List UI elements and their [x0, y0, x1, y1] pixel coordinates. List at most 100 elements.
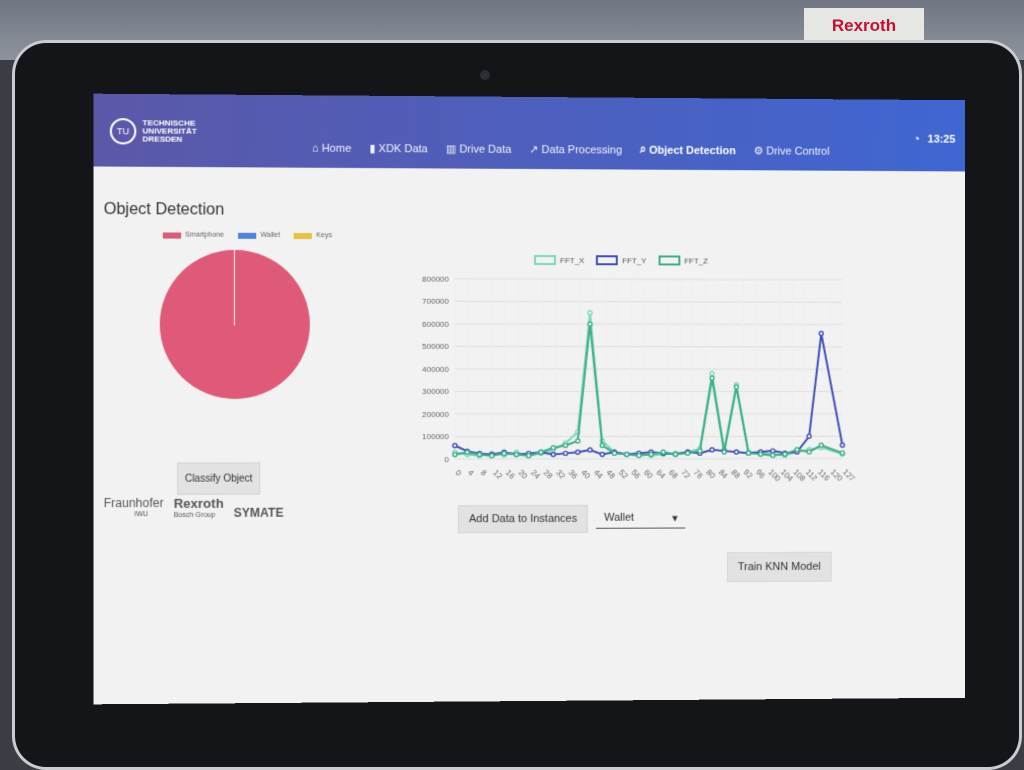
legend-item-fft-z[interactable]: FFT_Z	[658, 255, 708, 265]
nav-item-data-processing[interactable]: ↗ Data Processing	[529, 143, 622, 157]
y-tick-label: 200000	[422, 410, 449, 419]
y-tick-label: 300000	[422, 388, 449, 397]
x-tick-label: 12	[491, 468, 504, 481]
nav-item-drive-control[interactable]: ⚙Drive Control	[754, 144, 830, 157]
x-tick-label: 24	[529, 468, 542, 481]
legend-item-wallet[interactable]: Wallet	[238, 232, 280, 239]
data-point[interactable]	[588, 311, 592, 315]
data-point[interactable]	[771, 449, 775, 453]
x-tick-label: 84	[717, 468, 730, 481]
data-point[interactable]	[453, 444, 457, 448]
legend-item-smartphone[interactable]: Smartphone	[163, 231, 224, 238]
data-point[interactable]	[840, 451, 844, 455]
data-point[interactable]	[819, 443, 823, 447]
data-point[interactable]	[759, 452, 763, 456]
data-point[interactable]	[710, 372, 714, 376]
data-point[interactable]	[734, 450, 738, 454]
x-tick-label: 28	[542, 468, 555, 481]
data-point[interactable]	[710, 376, 714, 380]
data-point[interactable]	[710, 448, 714, 452]
y-tick-label: 100000	[422, 433, 449, 442]
object-select[interactable]: Wallet▾	[596, 509, 685, 529]
x-tick-label: 104	[779, 468, 795, 484]
classify-object-button[interactable]: Classify Object	[177, 462, 260, 494]
data-point[interactable]	[588, 322, 592, 326]
data-point[interactable]	[502, 451, 506, 455]
data-point[interactable]	[625, 452, 629, 456]
x-tick-label: 44	[592, 468, 605, 481]
data-point[interactable]	[612, 451, 616, 455]
data-point[interactable]	[661, 450, 665, 454]
data-point[interactable]	[686, 451, 690, 455]
data-point[interactable]	[551, 446, 555, 450]
status-bar: ◔ 13:25	[913, 134, 955, 146]
data-point[interactable]	[490, 454, 494, 458]
fraunhofer-logo: FraunhoferIWU	[104, 498, 164, 520]
university-logo-icon: TU	[110, 118, 137, 144]
data-point[interactable]	[539, 450, 543, 454]
nav-menu: ⌂Home ▮ XDK Data ▥Drive Data ↗ Data Proces…	[312, 142, 830, 158]
data-point[interactable]	[564, 443, 568, 447]
nav-label: Data Processing	[542, 144, 622, 156]
y-tick-label: 700000	[422, 297, 449, 306]
nav-item-drive-data[interactable]: ▥Drive Data	[446, 142, 512, 155]
instance-controls: Add Data to Instances Wallet▾	[458, 505, 686, 534]
nav-label: Home	[322, 142, 352, 154]
nav-label: XDK Data	[379, 143, 428, 155]
line-chart-icon: ↗	[529, 143, 538, 156]
data-point[interactable]	[771, 453, 775, 457]
device-icon: ▮	[369, 142, 375, 155]
x-tick-label: 20	[516, 468, 529, 481]
data-point[interactable]	[600, 452, 604, 456]
x-tick-label: 68	[667, 468, 680, 481]
data-point[interactable]	[453, 453, 457, 457]
data-point[interactable]	[576, 439, 580, 443]
data-point[interactable]	[527, 454, 531, 458]
data-point[interactable]	[722, 450, 726, 454]
data-point[interactable]	[819, 331, 823, 335]
x-tick-label: 80	[704, 468, 717, 481]
nav-item-object-detection[interactable]: ⌕Object Detection	[640, 144, 736, 158]
x-tick-label: 72	[679, 468, 692, 481]
series-line-fft-x	[455, 313, 843, 456]
data-point[interactable]	[478, 453, 482, 457]
data-point[interactable]	[698, 449, 702, 453]
data-point[interactable]	[807, 434, 811, 438]
home-icon: ⌂	[312, 142, 319, 154]
data-point[interactable]	[551, 452, 555, 456]
data-point[interactable]	[783, 452, 787, 456]
data-point[interactable]	[637, 453, 641, 457]
gear-icon: ⚙	[754, 144, 764, 157]
y-gridline	[455, 459, 843, 460]
data-point[interactable]	[600, 443, 604, 447]
data-point[interactable]	[807, 450, 811, 454]
data-point[interactable]	[795, 448, 799, 452]
legend-item-fft-y[interactable]: FFT_Y	[596, 255, 646, 265]
y-tick-label: 500000	[422, 342, 449, 351]
x-tick-label: 112	[804, 468, 819, 484]
data-point[interactable]	[588, 448, 592, 452]
data-point[interactable]	[840, 443, 844, 447]
symate-logo: SYMATE	[234, 506, 284, 520]
nav-item-home[interactable]: ⌂Home	[312, 142, 351, 155]
data-point[interactable]	[649, 452, 653, 456]
legend-item-fft-x[interactable]: FFT_X	[534, 255, 584, 265]
add-data-to-instances-button[interactable]: Add Data to Instances	[458, 505, 588, 533]
y-tick-label: 800000	[422, 275, 449, 284]
y-tick-label: 600000	[422, 320, 449, 329]
train-knn-model-button[interactable]: Train KNN Model	[727, 552, 832, 582]
page-title: Object Detection	[104, 201, 224, 220]
data-point[interactable]	[734, 385, 738, 389]
data-point[interactable]	[576, 450, 580, 454]
data-point[interactable]	[674, 452, 678, 456]
nav-item-xdk-data[interactable]: ▮ XDK Data	[369, 142, 427, 155]
legend-item-keys[interactable]: Keys	[294, 232, 332, 239]
data-point[interactable]	[747, 451, 751, 455]
data-point[interactable]	[465, 450, 469, 454]
data-point[interactable]	[564, 451, 568, 455]
x-tick-label: 32	[554, 468, 567, 481]
x-tick-label: 56	[629, 468, 642, 481]
data-point[interactable]	[514, 453, 518, 457]
partner-logos: FraunhoferIWU RexrothBosch Group SYMATE	[104, 498, 284, 523]
search-icon: ⌕	[640, 144, 646, 157]
